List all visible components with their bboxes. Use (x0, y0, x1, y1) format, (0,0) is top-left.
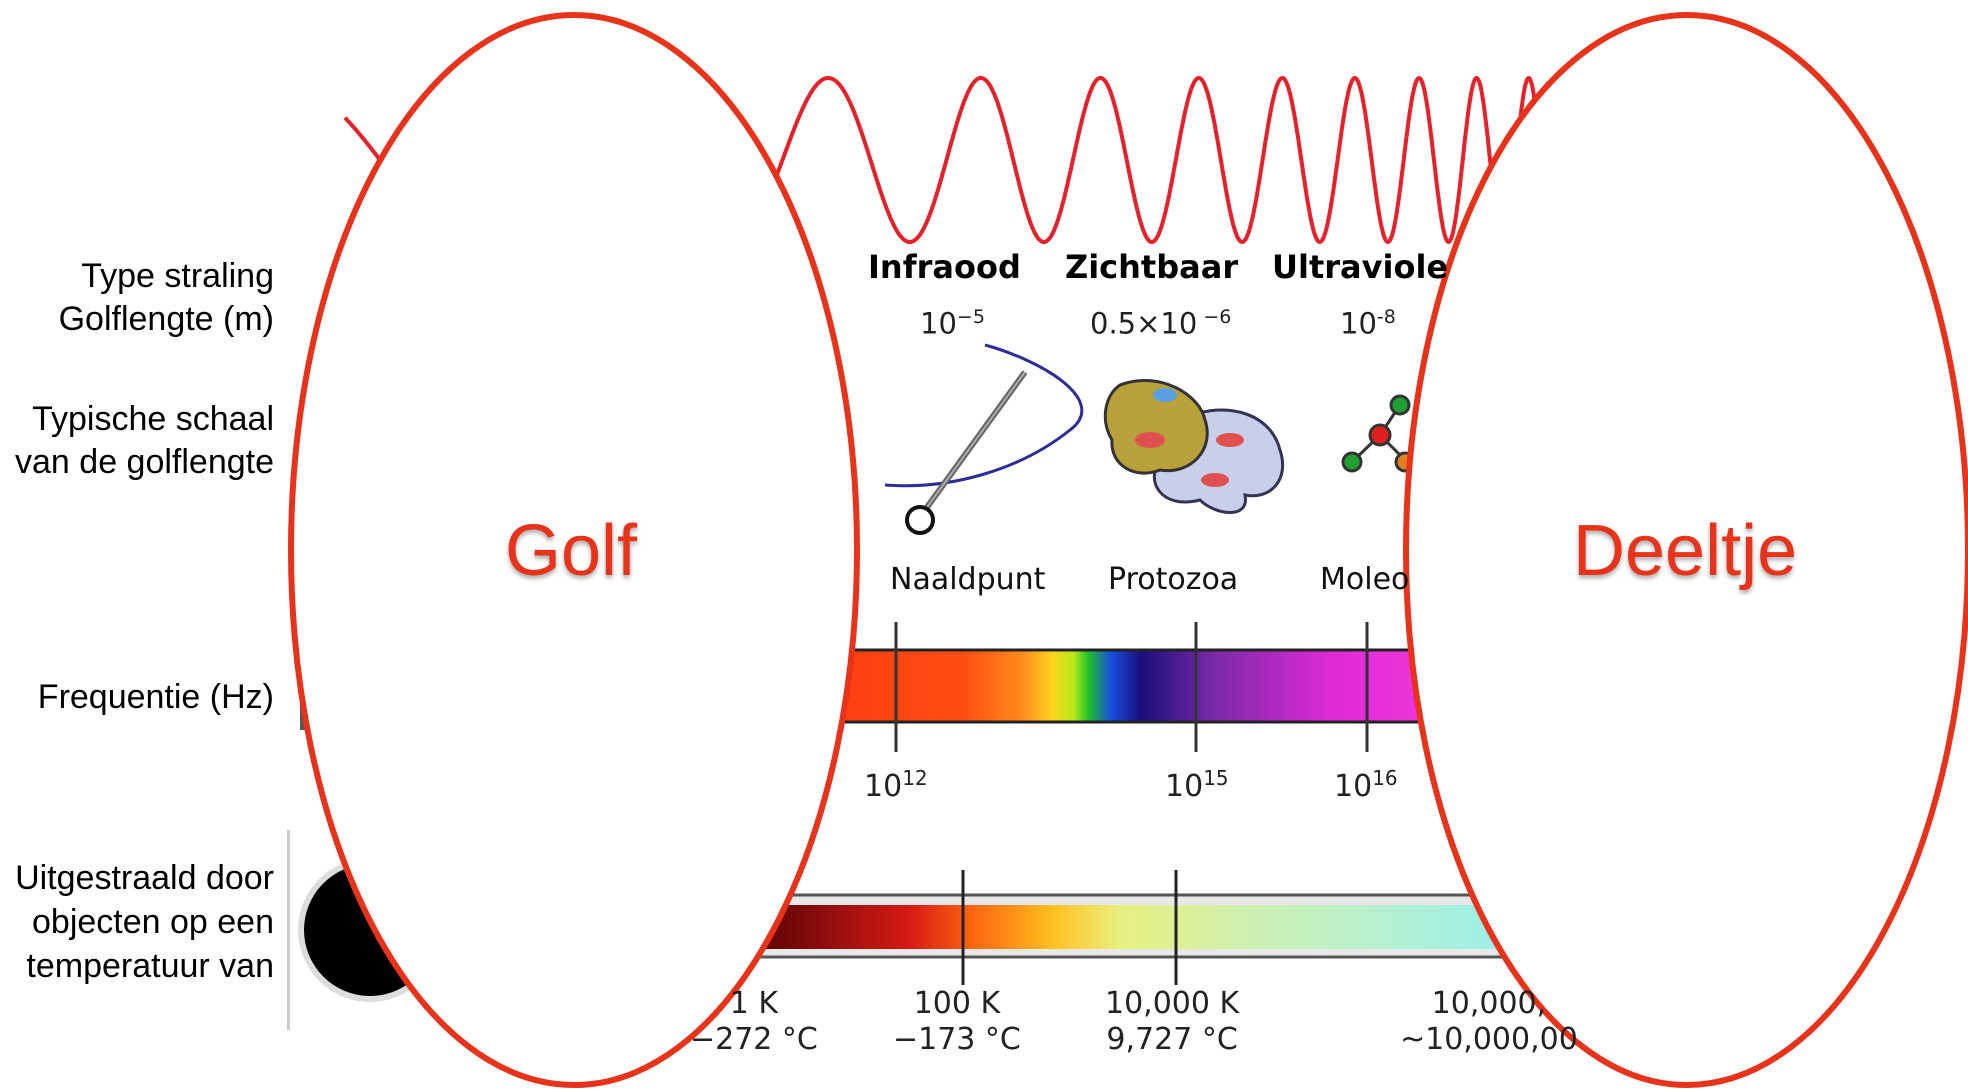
scale-label-needle: Naaldpunt (890, 562, 1046, 597)
wavelength-visible: 0.5×10 −6 (1090, 306, 1232, 341)
protozoa-icon (1103, 379, 1285, 514)
label-particle: Deeltje (1573, 511, 1798, 591)
scale-label-protozoa: Protozoa (1108, 562, 1239, 597)
needle-icon (884, 343, 1084, 535)
row-label-frequency: Frequentie (Hz) (37, 678, 274, 716)
row-label-temp-2: objecten op een (32, 903, 274, 941)
frequency-label-3: 1016 (1334, 766, 1398, 804)
wavelength-infrared: 10−5 (920, 306, 985, 341)
temperature-label-2: 100 K −173 °C (893, 986, 1021, 1057)
molecule-icon (1341, 394, 1416, 473)
temperature-ticks (961, 870, 1178, 985)
frequency-label-2: 1015 (1165, 766, 1229, 804)
frequency-ticks (894, 622, 1369, 752)
row-label-wavelength: Golflengte (m) (58, 300, 274, 338)
wavelength-ultraviolet: 10-8 (1340, 306, 1396, 341)
wave-region-ellipse (288, 12, 860, 1088)
band-ultraviolet: Ultraviole (1272, 248, 1449, 286)
band-infrared: Infraood (868, 248, 1021, 286)
temperature-bar (700, 905, 1540, 949)
scale-label-molecule: Moleo (1320, 562, 1410, 597)
row-label-temp-1: Uitgestraald door (15, 859, 274, 897)
particle-region-ellipse (1403, 12, 1968, 1088)
label-wave: Golf (505, 511, 638, 591)
row-label-scale-1: Typische schaal (32, 400, 274, 438)
temperature-label-3: 10,000 K 9,727 °C (1105, 986, 1240, 1057)
band-visible: Zichtbaar (1065, 248, 1239, 286)
row-label-temp-3: temperatuur van (26, 947, 274, 985)
temperature-left-stub (287, 830, 290, 1030)
temperature-label-1: 1 K −272 °C (690, 986, 818, 1057)
row-label-scale-2: van de golflengte (15, 443, 274, 481)
temperature-label-4: 10,000, ~10,000,00 (1400, 986, 1578, 1057)
row-label-type: Type straling (81, 257, 274, 295)
frequency-label-1: 1012 (864, 766, 928, 804)
